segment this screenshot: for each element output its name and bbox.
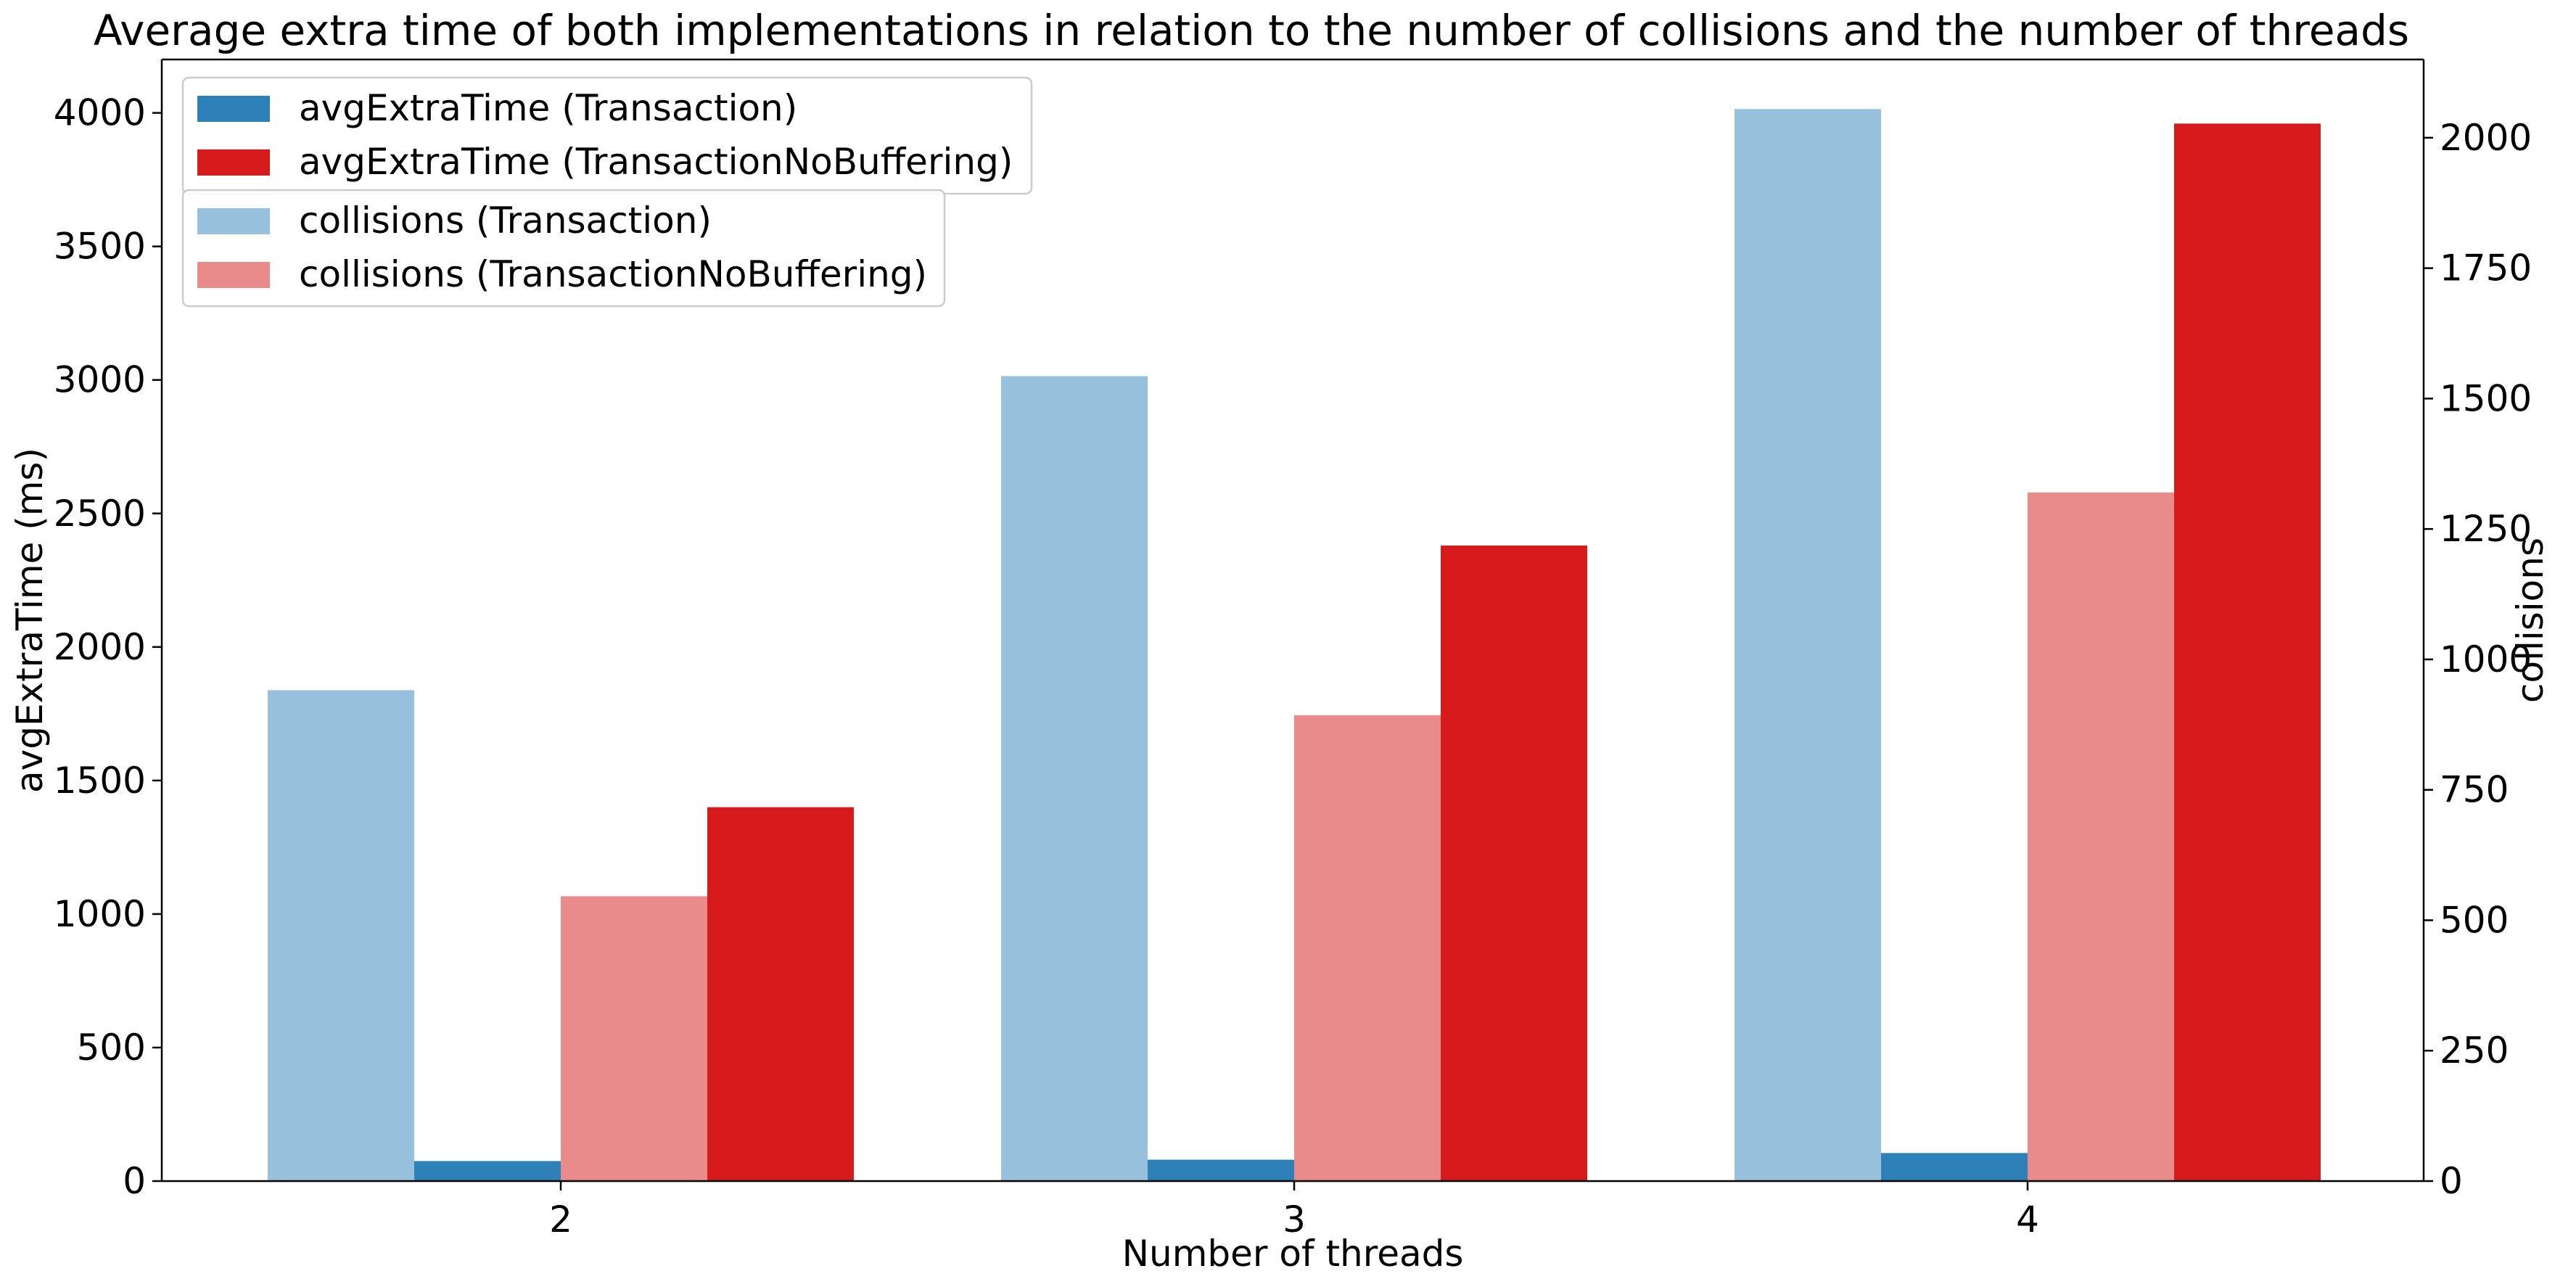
y-axis-right-label: collisions	[2509, 538, 2551, 703]
y-right-tick-label: 750	[2440, 769, 2509, 811]
y-left-tick-label: 4000	[54, 92, 146, 134]
y-left-tick-label: 3500	[54, 226, 146, 268]
y-right-tick-label: 1000	[2440, 638, 2532, 680]
bar-avgextratime-transactionnobuffering-3	[1441, 545, 1587, 1181]
y-right-tick-label: 0	[2440, 1160, 2463, 1202]
legend-swatch	[197, 262, 270, 288]
y-left-tick-label: 1000	[54, 893, 146, 935]
legend-secondary-frame	[181, 189, 946, 308]
y-left-tick-label: 2000	[54, 626, 146, 668]
legend-primary: avgExtraTime (Transaction) avgExtraTime (…	[181, 76, 1033, 195]
y-left-tick-label: 500	[77, 1027, 146, 1069]
x-tick-label: 4	[2016, 1198, 2039, 1241]
bar-collisions-transaction-3	[1001, 376, 1148, 1181]
y-right-tick-label: 2000	[2440, 117, 2532, 159]
x-tick-label: 3	[1283, 1198, 1306, 1241]
bar-avgextratime-transaction-2	[414, 1161, 561, 1181]
x-axis-label: Number of threads	[1122, 1233, 1464, 1275]
bar-avgextratime-transactionnobuffering-4	[2174, 123, 2321, 1181]
x-tick-label: 2	[549, 1198, 572, 1241]
y-left-tick-label: 0	[123, 1160, 146, 1202]
legend-secondary: collisions (Transaction) collisions (Tran…	[181, 189, 946, 308]
legend-swatch	[197, 208, 270, 234]
legend-entry: avgExtraTime (Transaction)	[299, 87, 797, 129]
y-right-tick-label: 500	[2440, 899, 2509, 941]
y-left-tick-label: 2500	[54, 493, 146, 535]
bar-avgextratime-transaction-3	[1148, 1159, 1294, 1181]
y-axis-right-ticks: 0 250 500 750 1000 1250 1500 1750 2000	[2424, 117, 2532, 1202]
y-axis-left-label: avgExtraTime (ms)	[9, 448, 51, 793]
y-left-tick-label: 3000	[54, 359, 146, 401]
legend-swatch	[197, 96, 270, 122]
bar-collisions-transaction-2	[268, 690, 414, 1181]
bar-avgextratime-transaction-4	[1881, 1153, 2028, 1181]
chart-title: Average extra time of both implementatio…	[94, 6, 2409, 55]
y-right-tick-label: 1500	[2440, 377, 2532, 419]
legend-entry: collisions (Transaction)	[299, 200, 712, 242]
bar-collisions-transactionnobuffering-2	[561, 896, 707, 1181]
bars-layer	[268, 109, 2321, 1181]
legend-swatch	[197, 149, 270, 176]
bar-collisions-transaction-4	[1735, 109, 1881, 1181]
y-axis-left-ticks: 0 500 1000 1500 2000 2500 3000 3500 4000	[54, 92, 162, 1202]
legend-entry: collisions (TransactionNoBuffering)	[299, 253, 927, 295]
y-right-tick-label: 1250	[2440, 508, 2532, 550]
x-axis-ticks: 2 3 4	[549, 1181, 2039, 1241]
y-left-tick-label: 1500	[54, 760, 146, 802]
bar-collisions-transactionnobuffering-3	[1294, 715, 1441, 1181]
legend-entry: avgExtraTime (TransactionNoBuffering)	[299, 141, 1013, 183]
bar-collisions-transactionnobuffering-4	[2028, 492, 2174, 1181]
y-right-tick-label: 1750	[2440, 247, 2532, 289]
y-right-tick-label: 250	[2440, 1029, 2509, 1072]
bar-avgextratime-transactionnobuffering-2	[707, 807, 854, 1181]
